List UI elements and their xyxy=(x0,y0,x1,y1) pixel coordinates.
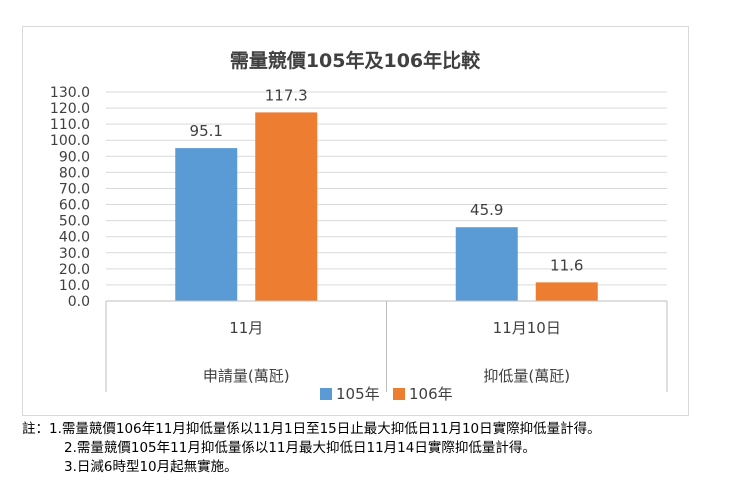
y-tick-label: 120.0 xyxy=(50,101,90,117)
chart-area: 需量競價105年及106年比較 95.1 45.9 117.3 11.6 0.0 10.… xyxy=(22,26,689,416)
bar xyxy=(255,112,318,301)
y-tick-label: 70.0 xyxy=(59,181,90,197)
footnote-1: 註：1.需量競價106年11月抑低量係以11月1日至15日止最大抑低日11月10… xyxy=(22,421,601,437)
y-tick-label: 90.0 xyxy=(59,149,90,165)
bar xyxy=(175,148,238,301)
x-tick-label: 11月 xyxy=(229,319,263,337)
y-tick-label: 20.0 xyxy=(59,262,90,278)
legend-swatch xyxy=(320,388,332,400)
y-tick-label: 130.0 xyxy=(50,85,90,101)
chart-title: 需量競價105年及106年比較 xyxy=(230,49,481,72)
y-tick-label: 50.0 xyxy=(59,214,90,230)
legend-swatch xyxy=(393,388,405,400)
data-label: 95.1 xyxy=(190,122,223,140)
bar xyxy=(455,227,518,301)
y-tick-label: 100.0 xyxy=(50,133,90,149)
group-label: 申請量(萬瓩) xyxy=(203,367,290,385)
y-tick-label: 30.0 xyxy=(59,246,90,262)
footnote-2: 2.需量競價105年11月抑低量係以11月最大抑低日11月14日實際抑低量計得。 xyxy=(64,440,536,456)
data-label: 45.9 xyxy=(470,201,503,219)
legend-label: 105年 xyxy=(336,385,380,403)
group-label: 抑低量(萬瓩) xyxy=(483,367,570,385)
footnotes: 註：1.需量競價106年11月抑低量係以11月1日至15日止最大抑低日11月10… xyxy=(22,420,732,477)
x-tick-label: 11月10日 xyxy=(493,319,561,337)
y-tick-label: 80.0 xyxy=(59,165,90,181)
bar xyxy=(535,282,598,301)
y-tick-label: 60.0 xyxy=(59,198,90,214)
footnote-3: 3.日減6時型10月起無實施。 xyxy=(64,459,238,475)
y-tick-label: 110.0 xyxy=(50,117,90,133)
bar-chart: 需量競價105年及106年比較 95.1 45.9 117.3 11.6 0.010.… xyxy=(50,49,668,403)
y-tick-label: 10.0 xyxy=(59,278,90,294)
y-tick-label: 40.0 xyxy=(59,230,90,246)
data-label: 11.6 xyxy=(550,256,583,274)
y-tick-label: 0.0 xyxy=(68,294,90,310)
legend-label: 106年 xyxy=(409,385,453,403)
data-label: 117.3 xyxy=(265,86,308,104)
